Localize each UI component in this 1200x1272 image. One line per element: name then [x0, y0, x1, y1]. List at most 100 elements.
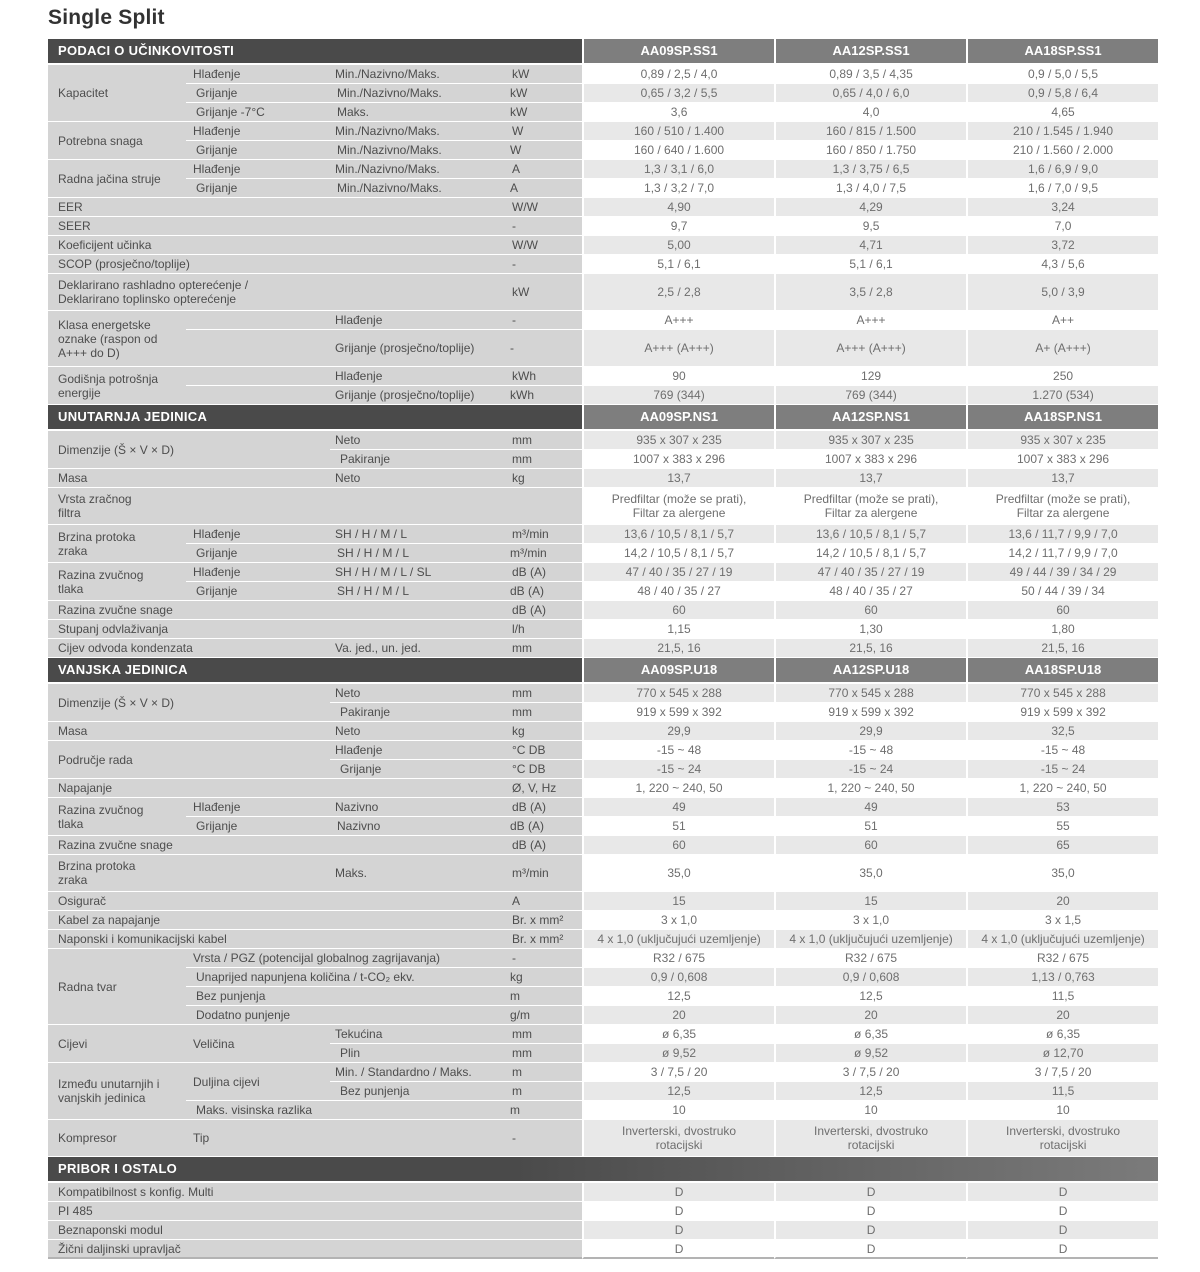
unit-cell: m³/min	[505, 544, 583, 563]
spec-row: Radna jačina struje Hlađenje Min./Nazivno/…	[48, 160, 1159, 198]
spec-value-cell: 2,5 / 2,8	[582, 274, 775, 311]
unit-cell: mm	[505, 684, 583, 703]
unit-cell: °C DB	[505, 741, 583, 760]
spec-label-cell: Min./Nazivno/Maks.	[330, 179, 505, 198]
section-title: PRIBOR I OSTALO	[48, 1157, 1159, 1183]
spec-label-cell: Plin	[330, 1044, 505, 1063]
spec-value-cell: 1,3 / 3,1 / 6,0	[582, 160, 775, 179]
model-header: AA12SP.SS1	[774, 39, 967, 65]
unit-cell: kW	[505, 65, 583, 84]
unit-cell: kWh	[505, 386, 583, 405]
spec-row: Naponski i komunikacijski kabel Br. x mm²…	[48, 930, 1159, 949]
spec-value-cell: 935 x 307 x 235	[774, 431, 967, 450]
spec-label-cell: Grijanje	[186, 141, 330, 160]
spec-value-cell: 11,5	[966, 987, 1159, 1006]
spec-row: Pakiranje mm 1007 x 383 x 296 1007 x 383 x …	[48, 450, 1159, 469]
spec-value-cell: D	[966, 1183, 1159, 1202]
spec-value-cell: 4,3 / 5,6	[966, 255, 1159, 274]
spec-value-cell: 1,30	[774, 620, 967, 639]
spec-value-cell: 60	[774, 601, 967, 620]
spec-value-cell: 60	[774, 836, 967, 855]
spec-label-cell: Hlađenje	[186, 563, 330, 582]
spec-row: Razina zvučne snage dB (A) 60 60 60	[48, 601, 1159, 620]
spec-value-cell: 35,0	[966, 855, 1159, 892]
spec-row: Između unutarnjih i vanjskih jedinica Dul…	[48, 1063, 1159, 1120]
spec-value-cell: 1,6 / 7,0 / 9,5	[966, 179, 1159, 198]
spec-row: Razina zvučnog tlaka Hlađenje SH / H / M /…	[48, 563, 1159, 601]
spec-value-cell: 1,80	[966, 620, 1159, 639]
unit-cell: kW	[505, 84, 583, 103]
unit-cell: W	[505, 122, 583, 141]
spec-value-cell: 90	[582, 367, 775, 386]
spec-value-cell: 11,5	[966, 1082, 1159, 1101]
spec-value-cell: 32,5	[966, 722, 1159, 741]
unit-cell: dB (A)	[505, 601, 583, 620]
model-header: AA18SP.SS1	[966, 39, 1159, 65]
spec-label-cell: Vrsta zračnog filtra	[48, 488, 505, 525]
spec-value-cell: 160 / 510 / 1.400	[582, 122, 775, 141]
spec-row: SEER -9,7 9,5 7,0	[48, 217, 1159, 236]
spec-label-cell: Neto	[330, 684, 505, 703]
spec-label-cell: Tekućina	[330, 1025, 505, 1044]
spec-label-cell: Masa	[48, 469, 330, 488]
unit-cell: mm	[505, 1025, 583, 1044]
spec-row: Grijanje Min./Nazivno/Maks. kW 0,65 / 3,2 /…	[48, 84, 1159, 103]
spec-value-cell: 13,6 / 11,7 / 9,9 / 7,0	[966, 525, 1159, 544]
spec-value-cell: A+++ (A+++)	[774, 330, 967, 367]
spec-label-cell: Hlađenje	[186, 311, 505, 330]
spec-label-cell: Razina zvučne snage	[48, 836, 505, 855]
model-header: AA18SP.NS1	[966, 405, 1159, 431]
spec-value-cell: 3,72	[966, 236, 1159, 255]
spec-value-cell: 65	[966, 836, 1159, 855]
spec-row: Grijanje Nazivno dB (A) 51 51 55	[48, 817, 1159, 836]
spec-value-cell: 49	[582, 798, 775, 817]
spec-label-cell: Dimenzije (Š × V × D)	[48, 431, 330, 469]
spec-value-cell: 0,65 / 3,2 / 5,5	[582, 84, 775, 103]
spec-value-cell: A+++	[774, 311, 967, 330]
spec-value-cell: 29,9	[582, 722, 775, 741]
spec-row: Pakiranje mm 919 x 599 x 392 919 x 599 x 39…	[48, 703, 1159, 722]
spec-row: Deklarirano rashladno opterećenje / Dekl…	[48, 274, 1159, 311]
unit-cell: g/m	[505, 1006, 583, 1025]
spec-value-cell: R32 / 675	[966, 949, 1159, 968]
spec-label-cell: Potrebna snaga	[48, 122, 186, 160]
spec-label-cell: Grijanje	[186, 817, 330, 836]
unit-cell: kWh	[505, 367, 583, 386]
spec-label-cell: Masa	[48, 722, 330, 741]
model-header: AA12SP.NS1	[774, 405, 967, 431]
spec-value-cell: A+ (A+++)	[966, 330, 1159, 367]
unit-cell: -	[505, 949, 583, 968]
spec-row: Potrebna snaga Hlađenje Min./Nazivno/Maks.…	[48, 122, 1159, 160]
unit-cell: l/h	[505, 620, 583, 639]
spec-row: EER W/W 4,90 4,29 3,24	[48, 198, 1159, 217]
spec-row: Beznaponski modul D D D	[48, 1221, 1159, 1240]
spec-value-cell: 4 x 1,0 (uključujući uzemljenje)	[582, 930, 775, 949]
spec-label-cell: SH / H / M / L	[330, 525, 505, 544]
spec-label-cell: Hlađenje	[186, 367, 505, 386]
spec-label-cell: Osigurač	[48, 892, 505, 911]
section-title: PODACI O UČINKOVITOSTI	[48, 39, 583, 65]
spec-label-cell: EER	[48, 198, 505, 217]
unit-cell: dB (A)	[505, 836, 583, 855]
page-title: Single Split	[48, 6, 165, 29]
spec-value-cell: 48 / 40 / 35 / 27	[582, 582, 775, 601]
unit-cell: kW	[505, 103, 583, 122]
spec-label-cell: Pakiranje	[330, 450, 505, 469]
spec-value-cell: 47 / 40 / 35 / 27 / 19	[582, 563, 775, 582]
unit-cell: dB (A)	[505, 563, 583, 582]
unit-cell: mm	[505, 450, 583, 469]
spec-value-cell: 1007 x 383 x 296	[966, 450, 1159, 469]
unit-cell: A	[505, 892, 583, 911]
spec-label-cell: Min./Nazivno/Maks.	[330, 141, 505, 160]
spec-value-cell: 0,9 / 5,8 / 6,4	[966, 84, 1159, 103]
spec-value-cell: 250	[966, 367, 1159, 386]
spec-label-cell: Min./Nazivno/Maks.	[330, 122, 505, 141]
spec-label-cell: Deklarirano rashladno opterećenje / Dekl…	[48, 274, 505, 311]
spec-value-cell: 35,0	[582, 855, 775, 892]
unit-cell: W/W	[505, 198, 583, 217]
spec-value-cell: 14,2 / 10,5 / 8,1 / 5,7	[774, 544, 967, 563]
spec-value-cell: 51	[582, 817, 775, 836]
spec-label-cell: Grijanje (prosječno/toplije)	[186, 330, 505, 367]
spec-label-cell: Dodatno punjenje	[186, 1006, 505, 1025]
